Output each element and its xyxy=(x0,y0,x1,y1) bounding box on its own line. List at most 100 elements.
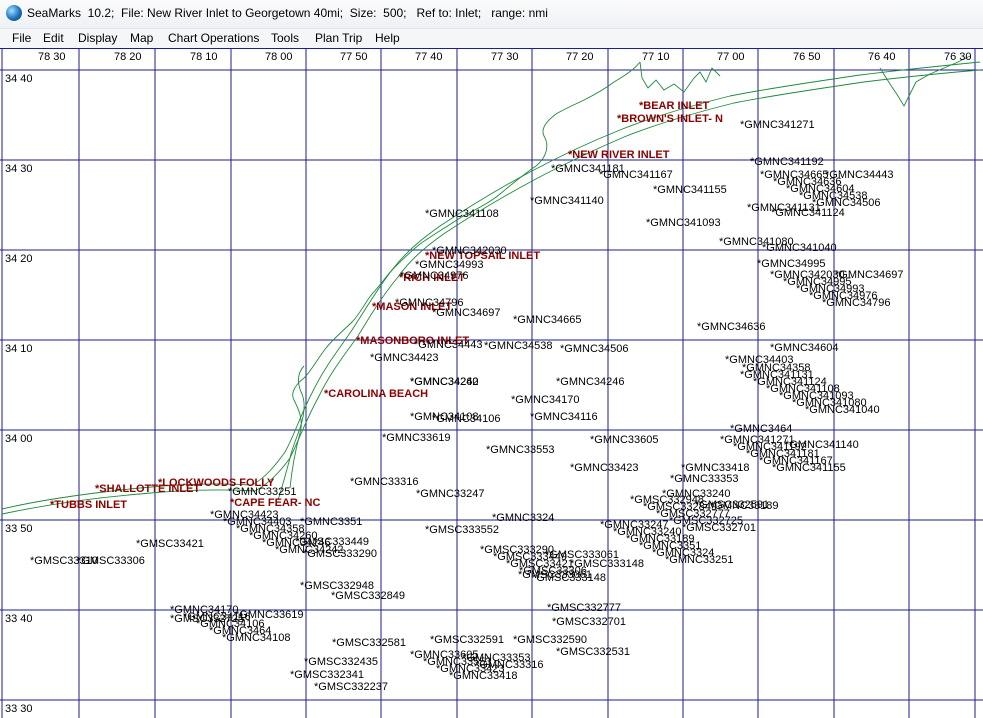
buoy-cluster-label: *GMNC341155 xyxy=(772,462,846,474)
inlet-label: *NEW TOPSAIL INLET xyxy=(425,250,540,262)
buoy-cluster-label: *GMSC332849 xyxy=(643,501,717,513)
menu-edit[interactable]: Edit xyxy=(43,31,64,45)
buoy-cluster-label: *GMNC341140 xyxy=(785,439,859,451)
buoy-cluster-label: *GMSC33421 xyxy=(506,558,574,570)
buoy-cluster-label: *GMSC333061 xyxy=(545,549,619,561)
buoy-cluster-label: *GMNC341108 xyxy=(766,383,840,395)
buoy-mark-label: *GMNC34443 xyxy=(414,339,482,351)
inlet-label: *LOCKWOODS FOLLY xyxy=(158,477,275,489)
buoy-mark-label: *GMNC342030 xyxy=(432,245,507,257)
buoy-cluster-label: *GMNC33240 xyxy=(613,526,681,538)
buoy-mark-label: *GMNC34636 xyxy=(697,321,765,333)
buoy-mark-label: *GMSC332725 xyxy=(170,613,244,625)
title-bar: SeaMarks 10.2; File: New River Inlet to … xyxy=(0,0,983,29)
buoy-mark-label: *GMNC34170 xyxy=(511,394,579,406)
buoy-mark-label: *GMNC33240 xyxy=(662,488,730,500)
inlet-label: *TUBBS INLET xyxy=(50,499,127,511)
menu-plan-trip[interactable]: Plan Trip xyxy=(315,31,363,45)
menu-map[interactable]: Map xyxy=(130,31,154,45)
buoy-mark-label: *GMNC33353 xyxy=(670,473,738,485)
menu-file[interactable]: File xyxy=(12,31,32,45)
menu-help[interactable]: Help xyxy=(375,31,400,45)
longitude-label: 78 20 xyxy=(114,51,142,63)
buoy-mark-label: *GMNC341181 xyxy=(551,163,625,175)
latitude-label: 33 50 xyxy=(5,523,33,535)
buoy-cluster-label: *GMNC34108 xyxy=(222,632,290,644)
buoy-cluster-label: *GMNC341080 xyxy=(792,397,867,409)
inlet-labels: *NEW RIVER INLET *BEAR INLET*BROWN'S INLE… xyxy=(50,100,723,511)
buoy-mark-label: *GMNC34260 xyxy=(410,376,478,388)
buoy-mark-label: *GMNC34423 xyxy=(370,352,438,364)
longitude-label: 76 30 xyxy=(944,51,972,63)
buoy-mark-label: *GMSC332237 xyxy=(314,681,388,693)
latitude-label: 34 00 xyxy=(5,433,33,445)
buoy-mark-label: *GMSC332590 xyxy=(513,634,587,646)
chart-map[interactable]: *NEW RIVER INLET *BEAR INLET *BROWN'S INLE… xyxy=(0,48,983,718)
barrier-island-outer xyxy=(1,61,981,510)
buoy-cluster-label: *GMNC33189 xyxy=(626,533,694,545)
buoy-cluster-label: *GMNC33619 xyxy=(235,609,303,621)
menu-display[interactable]: Display xyxy=(78,31,118,45)
buoy-mark-label: *GMNC33251 xyxy=(228,486,296,498)
barrier-island-inner xyxy=(1,69,981,515)
menu-chart-operations[interactable]: Chart Operations xyxy=(168,31,260,45)
latitude-label: 34 40 xyxy=(5,73,33,85)
buoy-cluster-label: *GMNC34538 xyxy=(799,190,867,202)
buoy-mark-label: *GMNC33619 xyxy=(382,432,450,444)
buoy-mark-label: *GMNC34246 xyxy=(556,376,624,388)
buoy-cluster-label: *GMNC341167 xyxy=(759,455,833,467)
longitude-label: 76 50 xyxy=(793,51,821,63)
buoy-cluster-label: *GMNC33316 xyxy=(475,659,543,671)
buoy-cluster-label: *GMNC342030 xyxy=(770,269,845,281)
buoy-mark-label: *GMNC33189 xyxy=(710,500,778,512)
buoy-cluster-label: *GMNC34993 xyxy=(796,283,864,295)
buoy-mark-label: *GMNC341080 xyxy=(719,236,794,248)
buoy-cluster-label: *GMNC33251 xyxy=(665,554,733,566)
buoy-cluster-label: *GMNC33423 xyxy=(436,663,504,675)
buoy-cluster-label: *GMNC34506 xyxy=(812,197,880,209)
buoy-cluster-label: *GMNC34423 xyxy=(210,509,278,521)
buoy-cluster-label: *GMNC3351 xyxy=(639,540,701,552)
inlet-label: *NEW RIVER INLET xyxy=(568,149,670,161)
buoy-mark-label: *GMNC33247 xyxy=(416,488,484,500)
buoy-cluster-label: *GMNC341181 xyxy=(746,448,820,460)
buoy-mark-label: *GMSC332435 xyxy=(304,656,378,668)
latitude-label: 33 40 xyxy=(5,613,33,625)
buoy-cluster-label: *GMNC33247 xyxy=(600,519,668,531)
buoy-mark-label: *GMNC3324 xyxy=(492,512,554,524)
buoy-cluster-label: *GMNC341124 xyxy=(753,376,827,388)
inlet-label: *CAROLINA BEACH xyxy=(324,388,428,400)
buoy-mark-label: *GMNC3351 xyxy=(300,516,362,528)
buoy-mark-label: *GMSC332591 xyxy=(430,634,504,646)
buoy-mark-label: *GMNC34108 xyxy=(410,411,478,423)
buoy-cluster-label: *GMNC34665 xyxy=(760,169,828,181)
lat-lon-grid xyxy=(0,48,983,718)
buoy-mark-label: *GMSC33306 xyxy=(77,555,145,567)
buoy-cluster-label: *GMNC33605 xyxy=(410,649,478,661)
coastline xyxy=(1,55,981,515)
buoy-cluster-label: *GMNC33553 xyxy=(423,656,491,668)
buoy-cluster-label: *GMSC332701 xyxy=(682,522,756,534)
buoy-mark-label: *GMNC341192 xyxy=(750,156,824,168)
buoy-cluster-label: *GMNC34796 xyxy=(822,297,890,309)
chart-canvas[interactable]: *NEW RIVER INLET *BEAR INLET*BROWN'S INLE… xyxy=(0,48,983,718)
buoy-cluster-label: *GMNC34116 xyxy=(183,611,251,623)
buoy-mark-label: *GMNC341131 xyxy=(747,202,821,214)
buoy-cluster-label: *GMSC332591 xyxy=(695,499,769,511)
buoy-mark-label: *GMNC34538 xyxy=(484,340,552,352)
buoy-cluster-label: *GMSC333148 xyxy=(532,572,606,584)
buoy-mark-label: *GMSC333290 xyxy=(303,548,377,560)
longitude-label: 77 50 xyxy=(340,51,368,63)
buoy-cluster-label: *GMNC34403 xyxy=(223,516,291,528)
menu-tools[interactable]: Tools xyxy=(271,31,300,45)
buoy-mark-label: *GMNC33418 xyxy=(681,462,749,474)
buoy-cluster-label: *GMSC333290 xyxy=(480,544,554,556)
buoy-mark-label: *GMNC33553 xyxy=(486,444,554,456)
buoy-mark-label: *GMNC34796 xyxy=(395,297,463,309)
latitude-label: 34 10 xyxy=(5,343,33,355)
longitude-label: 77 10 xyxy=(642,51,670,63)
buoy-mark-label: *GMNC341167 xyxy=(599,169,673,181)
buoy-cluster-label: *GMNC34995 xyxy=(783,276,851,288)
buoy-mark-label: *GMNC34993 xyxy=(415,259,483,271)
inlet-label: *BROWN'S INLET- N xyxy=(617,113,723,125)
